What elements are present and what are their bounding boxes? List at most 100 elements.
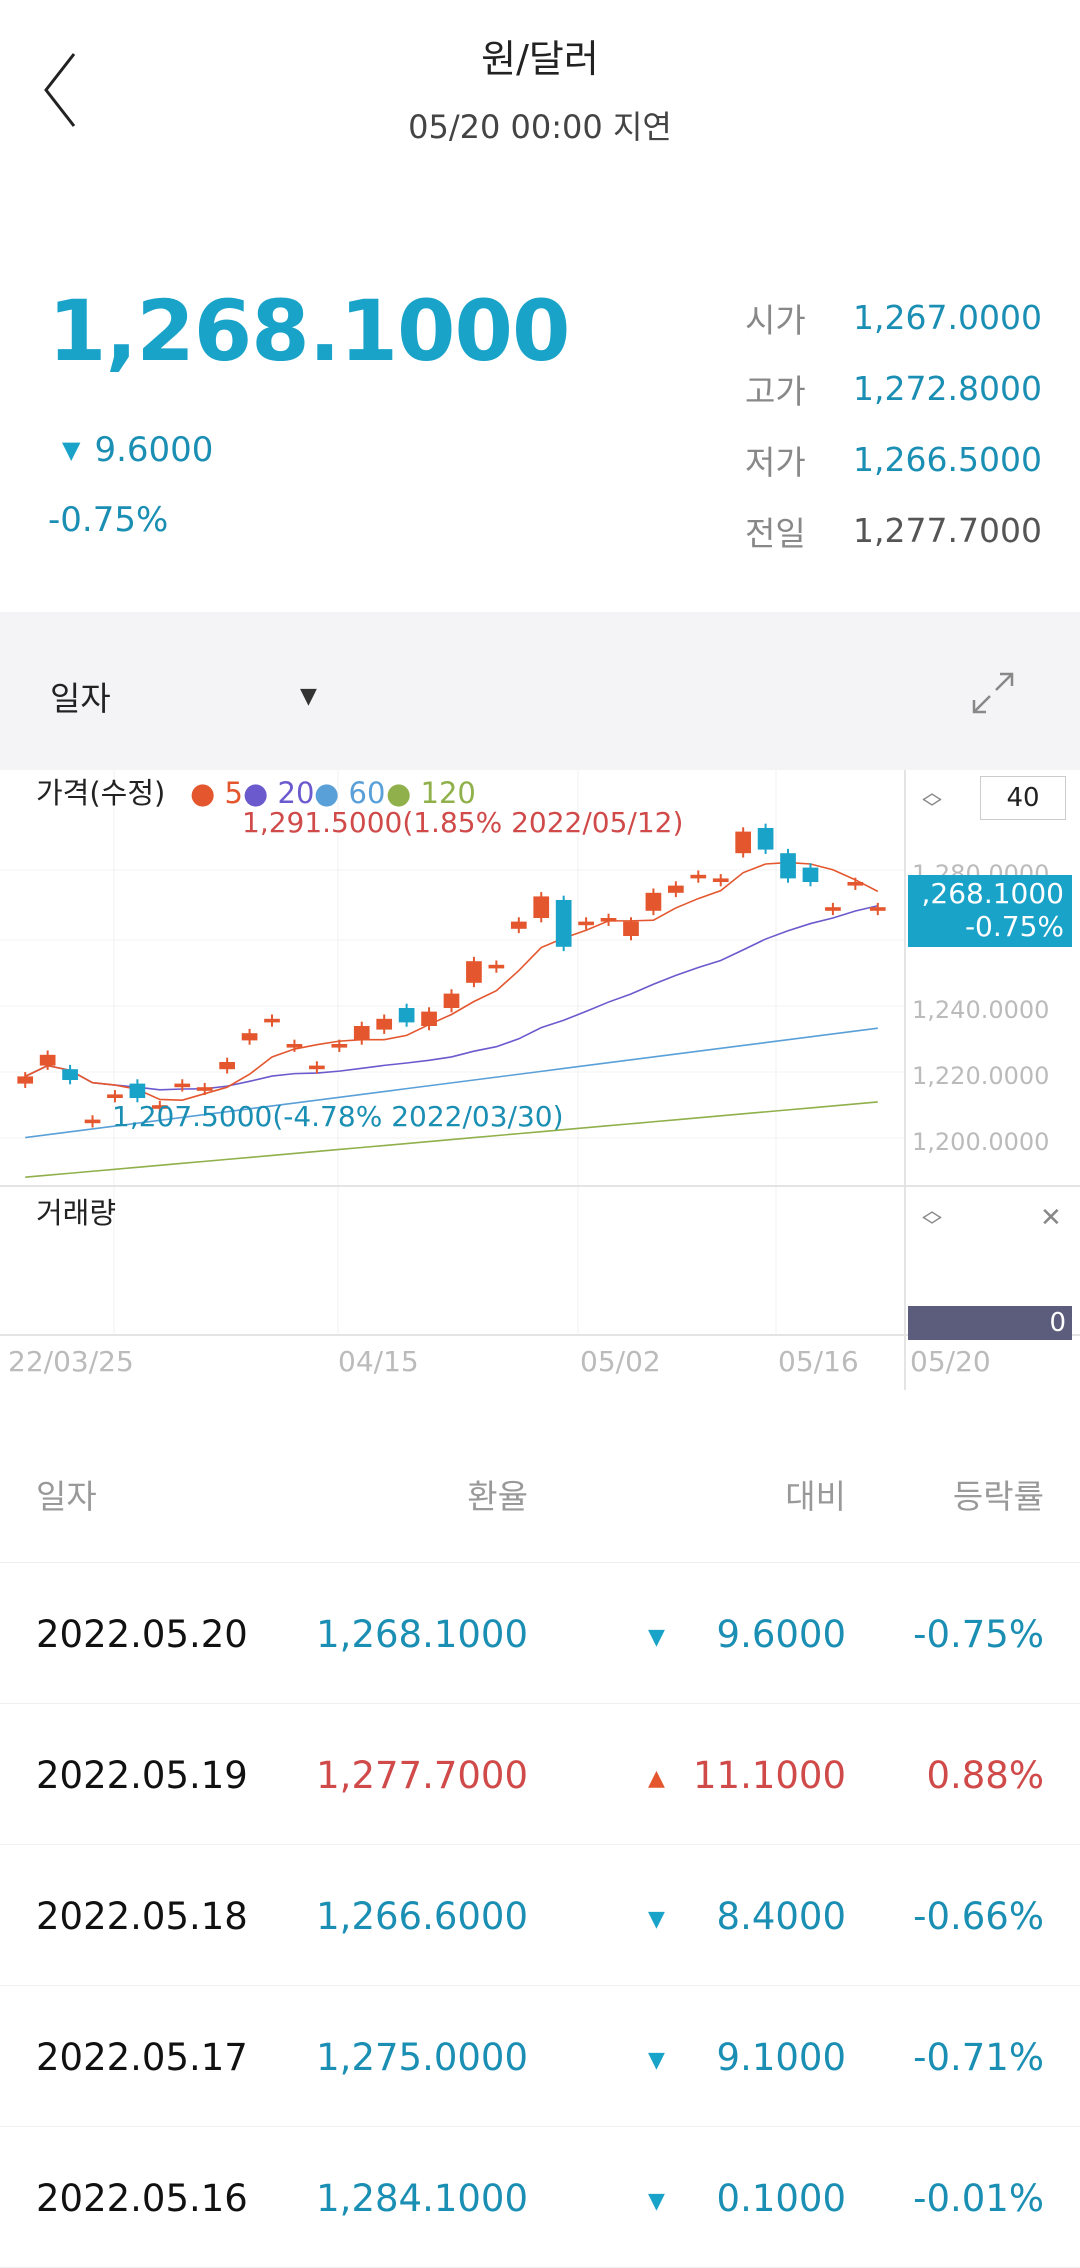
ohlc-low: 저가 1,266.5000	[745, 440, 1042, 482]
candle	[398, 1008, 415, 1023]
ohlc-high: 고가 1,272.8000	[745, 369, 1042, 411]
volume-label: 거래량	[36, 1196, 117, 1230]
candle	[533, 896, 550, 918]
ohlc-prev-close: 전일 1,277.7000	[745, 511, 1042, 553]
down-triangle-icon: ▼	[648, 1625, 665, 1650]
candle	[555, 900, 572, 947]
row-rate: 1,284.1000	[316, 2177, 528, 2220]
candle	[869, 907, 886, 911]
page-title: 원/달러	[481, 37, 599, 81]
rate-table: 2022.05.20 1,268.1000 ▼ 9.6000 -0.75% 2022.05…	[0, 1563, 1080, 2268]
ma-120-line	[25, 1101, 878, 1178]
candle	[219, 1062, 235, 1070]
back-icon[interactable]	[40, 50, 100, 140]
ma-60-legend: ● 60	[314, 776, 386, 810]
close-icon[interactable]: ✕	[1040, 1203, 1062, 1233]
candle	[353, 1026, 370, 1041]
candle	[802, 867, 819, 882]
candle	[309, 1065, 325, 1070]
change-row: ▼ 9.6000	[48, 430, 213, 470]
candlestick-chart	[0, 770, 1080, 1390]
candle	[510, 921, 527, 929]
candle	[264, 1018, 280, 1023]
col-date-header: 일자	[36, 1477, 97, 1516]
row-diff: 9.1000	[716, 2036, 846, 2079]
row-rate: 1,266.6000	[316, 1895, 528, 1938]
candle	[174, 1083, 191, 1088]
ma-5-line	[24, 861, 879, 1101]
x-tick-label: 05/16	[778, 1345, 859, 1378]
table-header: 일자 환율 대비 등락률	[0, 1418, 1080, 1563]
candle	[825, 907, 841, 911]
y-tick-label: 1,200.0000	[912, 1128, 1050, 1156]
candle	[331, 1044, 348, 1048]
table-row[interactable]: 2022.05.16 1,284.1000 ▼ 0.1000 -0.01%	[0, 2127, 1080, 2268]
candle	[690, 874, 707, 879]
price-summary: 1,268.1000 ▼ 9.6000 -0.75% 시가 1,267.0000…	[0, 160, 1080, 610]
candle	[668, 885, 684, 893]
row-rate: 1,275.0000	[316, 2036, 528, 2079]
x-tick-label: 05/20	[910, 1345, 991, 1378]
current-price-tag: ,268.1000 -0.75%	[908, 875, 1072, 947]
down-triangle-icon: ▼	[648, 1907, 665, 1932]
row-rate: 1,277.7000	[316, 1754, 528, 1797]
candle	[443, 993, 460, 1008]
candle	[376, 1018, 393, 1030]
candle	[600, 918, 617, 922]
candle	[17, 1076, 34, 1084]
change-percent: -0.75%	[48, 500, 169, 540]
candle	[129, 1083, 146, 1098]
row-diff: 8.4000	[716, 1895, 846, 1938]
ohlc-open: 시가 1,267.0000	[745, 298, 1042, 340]
row-pct: -0.01%	[913, 2177, 1044, 2220]
volume-value: 0	[908, 1306, 1072, 1340]
table-row[interactable]: 2022.05.18 1,266.6000 ▼ 8.4000 -0.66%	[0, 1845, 1080, 1986]
candle	[286, 1044, 303, 1048]
candle	[84, 1119, 101, 1124]
candle	[421, 1011, 437, 1026]
high-annotation: 1,291.5000(1.85% 2022/05/12)	[242, 806, 684, 839]
candle	[735, 831, 752, 854]
col-rate-header: 환율	[467, 1477, 528, 1516]
x-tick-label: 05/02	[580, 1345, 661, 1378]
y-tick-label: 1,220.0000	[912, 1062, 1050, 1090]
page-subtitle: 05/20 00:00 지연	[408, 108, 672, 146]
candle	[757, 828, 774, 850]
candle	[578, 921, 594, 926]
ma-5-legend: ● 5	[190, 776, 243, 810]
row-date: 2022.05.19	[36, 1754, 248, 1797]
ma-120-legend: ● 120	[386, 776, 476, 810]
ma-20-line	[24, 904, 878, 1091]
candle	[488, 964, 505, 969]
candle	[151, 1105, 168, 1109]
low-annotation: 1,207.5000(-4.78% 2022/03/30)	[112, 1100, 564, 1133]
candle	[39, 1054, 56, 1066]
down-triangle-icon: ▼	[648, 2189, 665, 2214]
table-row[interactable]: 2022.05.19 1,277.7000 ▲ 11.1000 0.88%	[0, 1704, 1080, 1845]
chevron-down-icon[interactable]: ▼	[300, 684, 317, 709]
up-down-icon[interactable]: ︿ ﹀	[922, 780, 942, 820]
down-triangle-icon: ▼	[648, 2048, 665, 2073]
up-down-icon[interactable]: ︿ ﹀	[922, 1198, 942, 1238]
down-triangle-icon: ▼	[62, 436, 81, 464]
row-diff: 9.6000	[716, 1613, 846, 1656]
y-tick-label: 1,240.0000	[912, 996, 1050, 1024]
price-chart[interactable]: 가격(수정) ● 5 ● 20 ● 60 ● 120 1,291.5000(1.…	[0, 770, 1080, 1390]
chart-control-bar: 일자 ▼	[0, 612, 1080, 770]
expand-icon[interactable]	[968, 668, 1018, 718]
candle	[847, 882, 864, 886]
period-dropdown[interactable]: 일자	[50, 679, 111, 718]
x-tick-label: 04/15	[338, 1345, 419, 1378]
table-row[interactable]: 2022.05.17 1,275.0000 ▼ 9.1000 -0.71%	[0, 1986, 1080, 2127]
table-row[interactable]: 2022.05.20 1,268.1000 ▼ 9.6000 -0.75%	[0, 1563, 1080, 1704]
zoom-input[interactable]: 40	[980, 776, 1066, 820]
row-rate: 1,268.1000	[316, 1613, 528, 1656]
row-date: 2022.05.17	[36, 2036, 248, 2079]
col-pct-header: 등락률	[952, 1477, 1044, 1516]
row-date: 2022.05.20	[36, 1613, 248, 1656]
row-diff: 0.1000	[716, 2177, 846, 2220]
row-pct: -0.66%	[913, 1895, 1044, 1938]
change-value: 9.6000	[94, 430, 214, 470]
ma-20-legend: ● 20	[243, 776, 315, 810]
up-triangle-icon: ▲	[648, 1766, 665, 1791]
